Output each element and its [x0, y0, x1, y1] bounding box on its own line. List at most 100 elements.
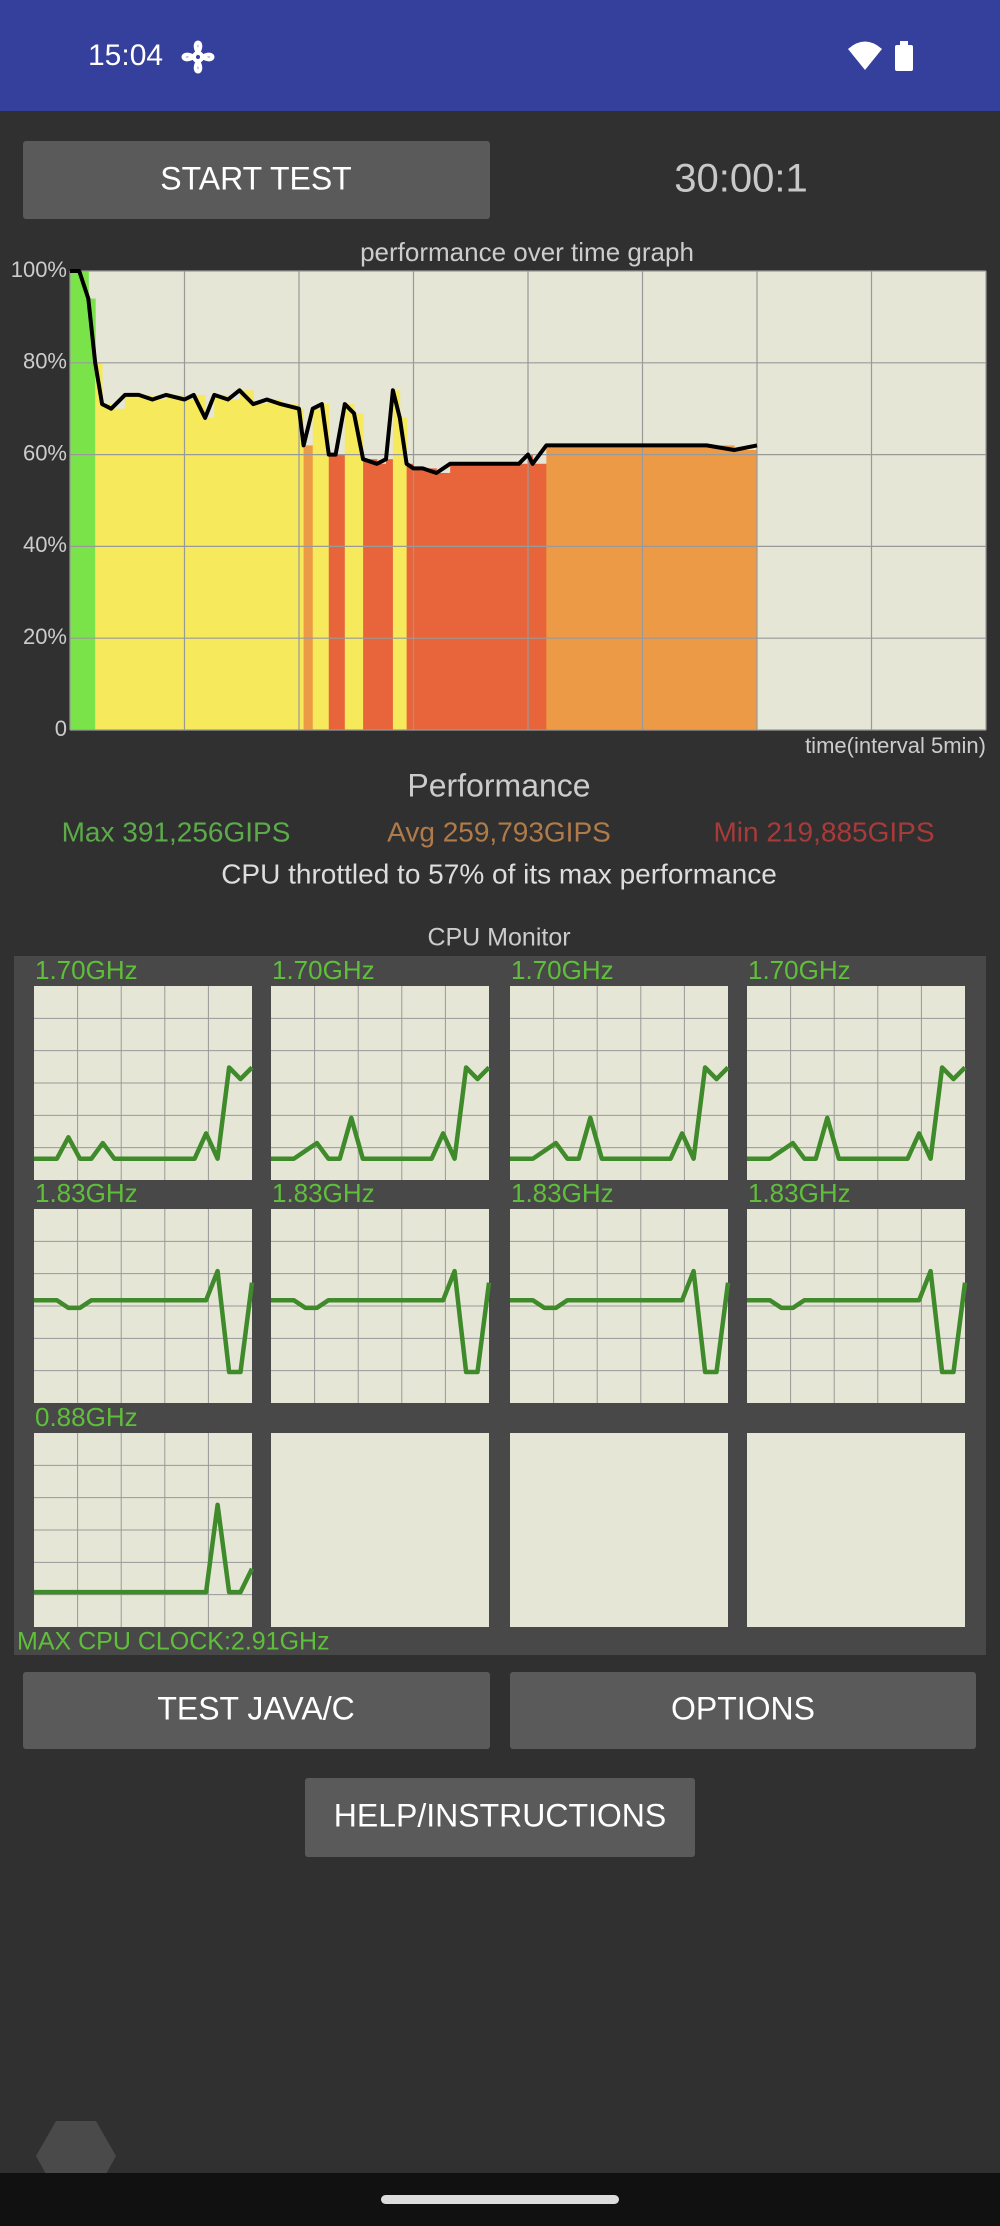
- options-button[interactable]: OPTIONS: [510, 1672, 976, 1749]
- perf-stripe: [376, 463, 387, 730]
- stripes: [70, 271, 758, 730]
- perf-stripe: [386, 459, 394, 730]
- perf-stripe: [406, 463, 414, 730]
- perf-stripe: [111, 408, 126, 730]
- perf-stripe: [546, 445, 575, 730]
- home-handle[interactable]: [381, 2195, 619, 2204]
- status-bar: [0, 0, 1000, 111]
- perf-stripe: [642, 445, 680, 730]
- y-tick-label: 100%: [11, 257, 67, 282]
- core-line: [747, 1065, 967, 1161]
- throttle-summary: CPU throttled to 57% of its max performa…: [221, 858, 777, 889]
- core-line: [747, 1268, 968, 1375]
- perf-stripe: [436, 472, 451, 730]
- start-test-button[interactable]: START TEST: [23, 141, 490, 219]
- cpu-monitor-title: CPU Monitor: [427, 924, 570, 952]
- clock: 15:04: [88, 39, 163, 72]
- perf-stripe: [102, 404, 112, 730]
- perf-stripe: [353, 413, 364, 730]
- perf-stripe: [450, 463, 472, 730]
- core-frequency: 1.70GHz: [35, 955, 138, 985]
- core-line: [271, 1268, 492, 1375]
- perf-stripe: [193, 394, 206, 730]
- perf-stripe: [124, 394, 140, 730]
- core-frequency: 1.83GHz: [511, 1178, 614, 1208]
- button-bg: [510, 1672, 976, 1749]
- button-bg: [23, 1672, 490, 1749]
- perf-stripe: [312, 408, 323, 730]
- perf-stripe: [392, 390, 401, 730]
- grid: [69, 270, 987, 731]
- perf-stripe: [328, 454, 337, 730]
- button-label: START TEST: [160, 160, 351, 196]
- perf-stripe: [303, 445, 314, 730]
- perf-stripe: [532, 463, 547, 730]
- y-tick-label: 60%: [23, 440, 67, 465]
- perf-stripe: [422, 468, 437, 730]
- perf-stripe: [228, 399, 240, 730]
- perf-stripe: [321, 404, 330, 730]
- core-line: [34, 1268, 255, 1375]
- perf-stripe: [266, 399, 282, 730]
- perf-stripe: [70, 271, 80, 730]
- perf-line: [70, 269, 758, 475]
- fan-icon: [181, 40, 215, 74]
- perf-stripe: [138, 394, 153, 730]
- core-frequency: 1.70GHz: [272, 955, 375, 985]
- perf-stripe: [239, 390, 254, 730]
- perf-stripe: [413, 468, 424, 730]
- button-bg: [23, 141, 490, 219]
- core-line: [34, 1502, 255, 1595]
- wifi-icon: [848, 41, 882, 70]
- perf-stripe: [335, 454, 346, 730]
- core-graph-bg: [747, 1433, 965, 1627]
- perf-stripe: [205, 417, 215, 730]
- timer: 30:00:1: [674, 157, 807, 201]
- chart-line-group: [70, 269, 758, 475]
- perf-stripe: [166, 394, 185, 730]
- y-tick-label: 20%: [23, 624, 67, 649]
- perf-stripe: [491, 463, 520, 730]
- button-label: OPTIONS: [671, 1690, 815, 1726]
- perf-stripe: [79, 271, 89, 730]
- core-frequency: 1.83GHz: [272, 1178, 375, 1208]
- core-frequency: 1.83GHz: [35, 1178, 138, 1208]
- perf-stripe: [214, 394, 229, 730]
- core-line: [510, 1065, 730, 1161]
- perf-stripe: [706, 445, 735, 730]
- help-button[interactable]: HELP/INSTRUCTIONS: [305, 1778, 695, 1857]
- avg-perf: Avg 259,793GIPS: [387, 816, 611, 847]
- battery-tip: [900, 41, 908, 46]
- chart-title: performance over time graph: [360, 237, 694, 267]
- perf-stripe: [734, 450, 758, 730]
- test-java-button[interactable]: TEST JAVA/C: [23, 1672, 490, 1749]
- perf-stripe: [528, 454, 534, 730]
- perf-stripe: [363, 459, 378, 730]
- button-label: TEST JAVA/C: [157, 1690, 354, 1726]
- core-frequency: 0.88GHz: [35, 1402, 138, 1432]
- core-line: [34, 1065, 254, 1161]
- core-frequency: 1.70GHz: [748, 955, 851, 985]
- x-axis-label: time(interval 5min): [805, 733, 986, 758]
- min-perf: Min 219,885GIPS: [713, 816, 934, 847]
- button-label: HELP/INSTRUCTIONS: [334, 1797, 666, 1833]
- performance-title: Performance: [407, 767, 590, 803]
- max-cpu-clock: MAX CPU CLOCK:2.91GHz: [17, 1628, 330, 1656]
- perf-stripe: [615, 445, 643, 730]
- perf-stripe: [280, 404, 300, 730]
- perf-stripe: [573, 445, 616, 730]
- core-frequency: 1.83GHz: [748, 1178, 851, 1208]
- y-tick-label: 0: [55, 716, 67, 741]
- core-graph-bg: [271, 1433, 489, 1627]
- perf-stripe: [679, 445, 708, 730]
- perf-stripe: [518, 463, 529, 730]
- button-bg: [305, 1778, 695, 1857]
- max-perf: Max 391,256GIPS: [62, 816, 291, 847]
- perf-stripe: [184, 399, 195, 730]
- y-tick-label: 40%: [23, 532, 67, 557]
- perf-stripe: [253, 404, 268, 730]
- perf-stripe: [399, 417, 408, 730]
- perf-stripe: [470, 463, 492, 730]
